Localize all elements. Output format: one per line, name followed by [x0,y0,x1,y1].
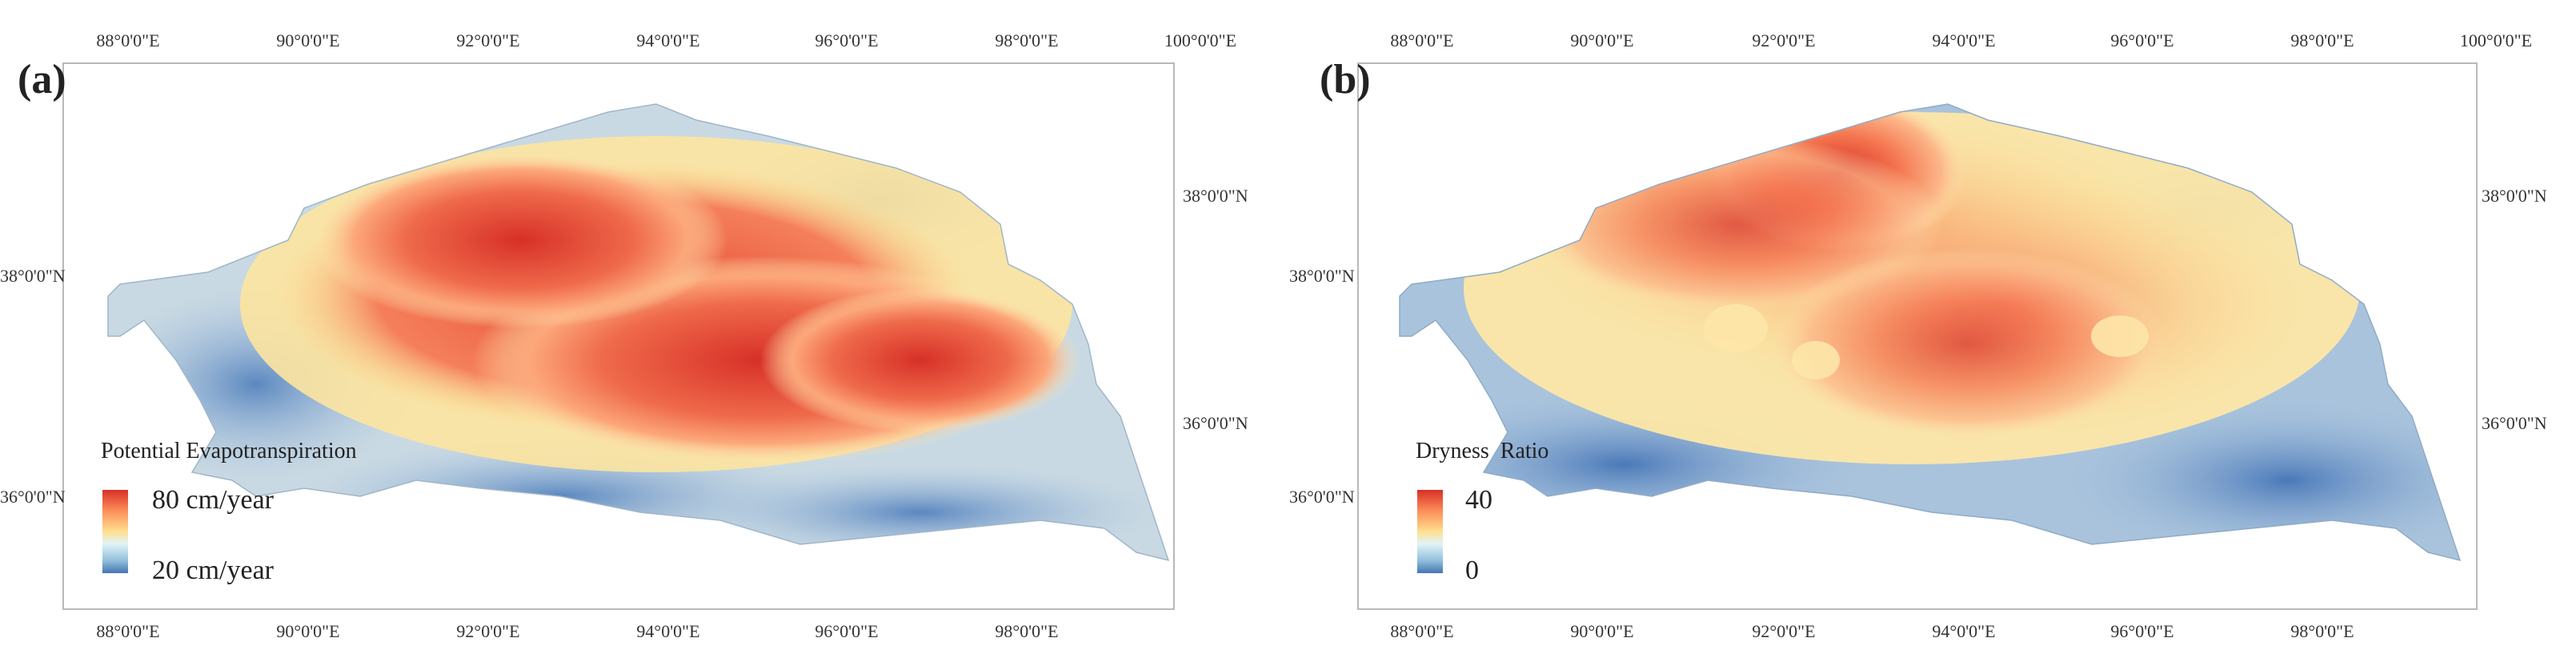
right-tick: 36°0'0"N [2482,413,2547,433]
legend-colorbar-a [102,490,128,573]
right-tick: 38°0'0"N [2482,186,2547,206]
top-tick: 92°0'0"E [456,30,520,50]
legend-max-a: 80 cm/year [152,485,274,515]
legend-min-a: 20 cm/year [152,556,274,585]
bottom-tick: 92°0'0"E [456,621,520,641]
bottom-tick: 98°0'0"E [995,621,1059,641]
panel-label-a: (a) [18,57,66,102]
bottom-tick: 96°0'0"E [815,621,879,641]
bottom-tick: 96°0'0"E [2110,621,2174,641]
left-tick: 38°0'0"N [0,266,66,286]
legend-min-b: 0 [1465,556,1479,585]
bottom-tick: 90°0'0"E [276,621,340,641]
top-tick: 90°0'0"E [276,30,340,50]
top-tick: 100°0'0"E [2459,30,2533,50]
bottom-tick: 88°0'0"E [96,621,160,641]
top-tick: 88°0'0"E [1390,30,1454,50]
left-tick: 38°0'0"N [1289,266,1355,286]
legend-max-b: 40 [1465,485,1492,515]
top-tick: 94°0'0"E [636,30,700,50]
dryness-map [1399,103,2462,562]
top-tick: 96°0'0"E [2110,30,2174,50]
top-tick: 98°0'0"E [2290,30,2354,50]
pet-map [107,103,1170,562]
legend-title-a: Potential Evapotranspiration [101,439,357,463]
top-tick: 100°0'0"E [1164,30,1237,50]
left-tick: 36°0'0"N [1289,487,1355,507]
top-tick: 98°0'0"E [995,30,1059,50]
top-tick: 94°0'0"E [1932,30,1996,50]
bottom-tick: 98°0'0"E [2290,621,2354,641]
panel-a: (a) 88°0'0"E 90°0'0"E 92°0'0"E 94°0'0"E … [0,30,1248,641]
bottom-tick: 88°0'0"E [1390,621,1454,641]
panel-b: (b) 88°0'0"E 90°0'0"E 92°0'0"E 94°0'0"E … [1288,0,2576,670]
bottom-tick: 90°0'0"E [1570,621,1634,641]
bottom-tick: 94°0'0"E [636,621,700,641]
bottom-tick: 94°0'0"E [1932,621,1996,641]
right-tick: 38°0'0"N [1183,186,1248,206]
legend-title-b: Dryness Ratio [1416,439,1549,463]
legend-colorbar-b [1417,490,1443,573]
top-tick: 90°0'0"E [1570,30,1634,50]
right-tick: 36°0'0"N [1183,413,1248,433]
top-tick: 96°0'0"E [815,30,879,50]
panel-label-b: (b) [1320,57,1371,102]
bottom-tick: 92°0'0"E [1752,621,1816,641]
top-tick: 88°0'0"E [96,30,160,50]
top-tick: 92°0'0"E [1752,30,1816,50]
left-tick: 36°0'0"N [0,487,66,507]
